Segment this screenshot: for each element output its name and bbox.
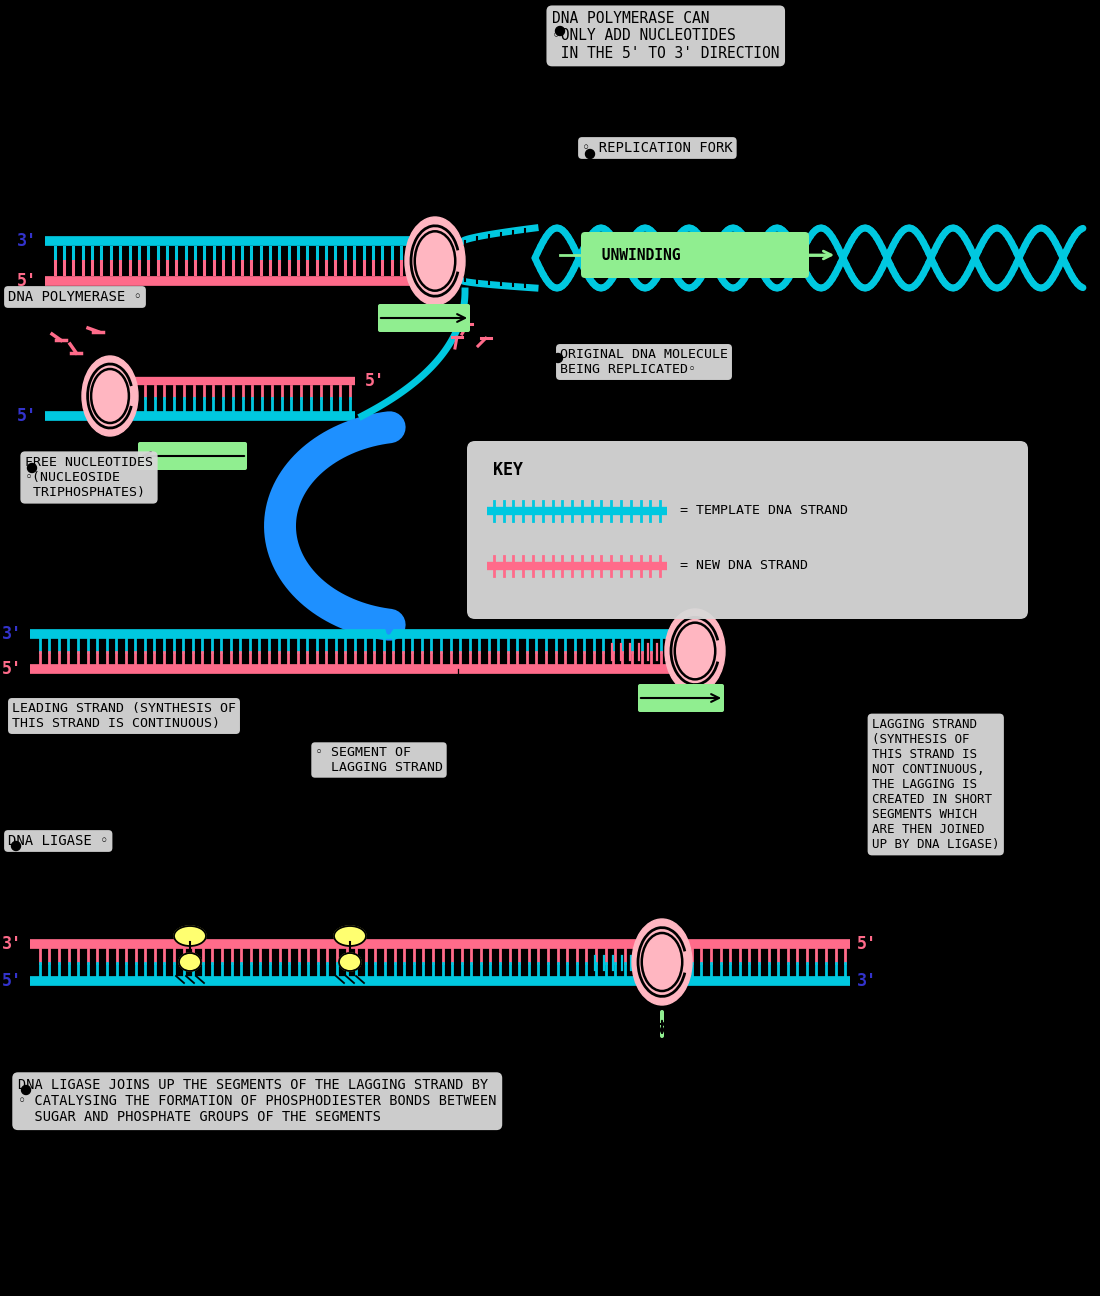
Circle shape bbox=[453, 709, 462, 718]
Text: 5': 5' bbox=[857, 934, 877, 953]
Text: 5': 5' bbox=[365, 372, 385, 390]
Circle shape bbox=[28, 464, 36, 473]
Text: DNA LIGASE JOINS UP THE SEGMENTS OF THE LAGGING STRAND BY
◦ CATALYSING THE FORMA: DNA LIGASE JOINS UP THE SEGMENTS OF THE … bbox=[18, 1078, 496, 1125]
Text: 3': 3' bbox=[2, 625, 22, 643]
Text: 3': 3' bbox=[2, 934, 22, 953]
Text: ◦ SEGMENT OF
  LAGGING STRAND: ◦ SEGMENT OF LAGGING STRAND bbox=[315, 746, 443, 774]
Text: ORIGINAL DNA MOLECULE
BEING REPLICATED◦: ORIGINAL DNA MOLECULE BEING REPLICATED◦ bbox=[560, 349, 728, 376]
Text: = NEW DNA STRAND: = NEW DNA STRAND bbox=[680, 560, 808, 573]
Text: DNA POLYMERASE ◦: DNA POLYMERASE ◦ bbox=[8, 290, 142, 305]
Ellipse shape bbox=[339, 953, 361, 971]
Text: ◦ REPLICATION FORK: ◦ REPLICATION FORK bbox=[582, 141, 733, 156]
FancyBboxPatch shape bbox=[378, 305, 470, 332]
Text: DNA POLYMERASE CAN
◦ONLY ADD NUCLEOTIDES
 IN THE 5' TO 3' DIRECTION: DNA POLYMERASE CAN ◦ONLY ADD NUCLEOTIDES… bbox=[552, 10, 780, 61]
Ellipse shape bbox=[179, 953, 201, 971]
Text: LAGGING STRAND
(SYNTHESIS OF
THIS STRAND IS
NOT CONTINUOUS,
THE LAGGING IS
CREAT: LAGGING STRAND (SYNTHESIS OF THIS STRAND… bbox=[872, 718, 1000, 851]
FancyBboxPatch shape bbox=[468, 441, 1028, 619]
Circle shape bbox=[22, 1086, 31, 1095]
Text: 5': 5' bbox=[16, 407, 37, 425]
Text: FREE NUCLEOTIDES
◦(NUCLEOSIDE
 TRIPHOSPHATES): FREE NUCLEOTIDES ◦(NUCLEOSIDE TRIPHOSPHA… bbox=[25, 456, 153, 499]
Text: 3': 3' bbox=[16, 232, 37, 250]
Ellipse shape bbox=[82, 356, 138, 435]
Circle shape bbox=[866, 958, 874, 967]
FancyBboxPatch shape bbox=[581, 232, 808, 279]
Text: 5': 5' bbox=[16, 272, 37, 290]
Ellipse shape bbox=[632, 919, 692, 1004]
Circle shape bbox=[11, 841, 21, 850]
Text: DNA LIGASE ◦: DNA LIGASE ◦ bbox=[8, 835, 109, 848]
Ellipse shape bbox=[405, 216, 465, 305]
FancyBboxPatch shape bbox=[660, 1010, 664, 1038]
Text: 5': 5' bbox=[2, 660, 22, 678]
Ellipse shape bbox=[334, 927, 366, 946]
Ellipse shape bbox=[174, 927, 206, 946]
Text: UNWINDING: UNWINDING bbox=[593, 248, 681, 263]
Circle shape bbox=[556, 26, 564, 35]
FancyBboxPatch shape bbox=[638, 684, 724, 712]
FancyBboxPatch shape bbox=[138, 442, 248, 470]
Ellipse shape bbox=[666, 609, 725, 693]
Text: KEY: KEY bbox=[493, 461, 522, 480]
Text: 3': 3' bbox=[857, 972, 877, 990]
Text: LEADING STRAND (SYNTHESIS OF
THIS STRAND IS CONTINUOUS): LEADING STRAND (SYNTHESIS OF THIS STRAND… bbox=[12, 702, 236, 730]
Text: 5': 5' bbox=[2, 972, 22, 990]
Text: = TEMPLATE DNA STRAND: = TEMPLATE DNA STRAND bbox=[680, 504, 848, 517]
Circle shape bbox=[553, 354, 562, 363]
Circle shape bbox=[585, 149, 594, 158]
